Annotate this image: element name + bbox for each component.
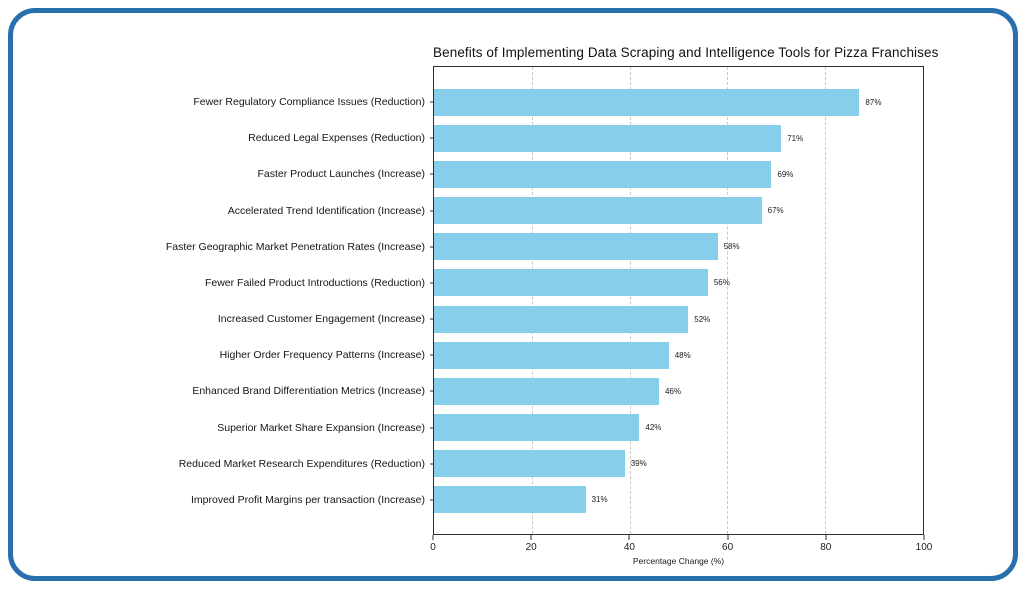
gridline bbox=[531, 67, 533, 534]
gridline bbox=[825, 67, 827, 534]
y-tick-mark bbox=[430, 210, 434, 212]
chart-title: Benefits of Implementing Data Scraping a… bbox=[433, 45, 939, 60]
value-label: 42% bbox=[645, 423, 662, 433]
bar-row: Fewer Regulatory Compliance Issues (Redu… bbox=[193, 84, 923, 120]
category-label: Faster Geographic Market Penetration Rat… bbox=[165, 240, 425, 253]
value-label: 69% bbox=[777, 169, 794, 179]
y-tick-mark bbox=[430, 354, 434, 356]
bar bbox=[434, 269, 708, 297]
y-tick-mark bbox=[430, 282, 434, 284]
card-border: Benefits of Implementing Data Scraping a… bbox=[8, 8, 1018, 581]
bar-row: Enhanced Brand Differentiation Metrics (… bbox=[192, 373, 923, 409]
bar-row: Superior Market Share Expansion (Increas… bbox=[217, 410, 923, 446]
category-label: Fewer Regulatory Compliance Issues (Redu… bbox=[193, 96, 425, 109]
x-tick-label: 60 bbox=[722, 542, 734, 553]
bar bbox=[434, 414, 640, 442]
category-label: Accelerated Trend Identification (Increa… bbox=[227, 204, 425, 217]
x-tick-mark bbox=[727, 535, 729, 540]
gridline bbox=[727, 67, 729, 534]
x-tick-mark bbox=[825, 535, 827, 540]
value-label: 56% bbox=[713, 278, 730, 288]
category-label: Enhanced Brand Differentiation Metrics (… bbox=[192, 385, 425, 398]
value-label: 48% bbox=[674, 350, 691, 360]
y-tick-mark bbox=[430, 101, 434, 103]
x-tick-mark bbox=[432, 535, 434, 540]
x-tick-label: 40 bbox=[623, 542, 635, 553]
y-tick-mark bbox=[430, 246, 434, 248]
x-tick-label: 100 bbox=[915, 542, 933, 553]
bar bbox=[434, 233, 718, 261]
y-tick-mark bbox=[430, 463, 434, 465]
value-label: 71% bbox=[787, 133, 804, 143]
value-label: 67% bbox=[767, 206, 784, 216]
x-tick-label: 80 bbox=[820, 542, 832, 553]
y-tick-mark bbox=[430, 427, 434, 429]
value-label: 46% bbox=[664, 386, 681, 396]
bar bbox=[434, 160, 772, 188]
bar bbox=[434, 88, 860, 116]
y-tick-mark bbox=[430, 173, 434, 175]
bar-row: Faster Geographic Market Penetration Rat… bbox=[166, 229, 923, 265]
bar-row: Increased Customer Engagement (Increase)… bbox=[218, 301, 923, 337]
gridlines bbox=[434, 67, 923, 534]
bar-row: Fewer Failed Product Introductions (Redu… bbox=[205, 265, 923, 301]
y-tick-mark bbox=[430, 499, 434, 501]
x-axis-label: Percentage Change (%) bbox=[632, 556, 725, 566]
gridline bbox=[629, 67, 631, 534]
bar-row: Reduced Legal Expenses (Reduction) 71% bbox=[248, 120, 923, 156]
bar bbox=[434, 124, 782, 152]
bar bbox=[434, 341, 669, 369]
category-label: Faster Product Launches (Increase) bbox=[257, 168, 426, 181]
x-axis: 0 20 40 60 80 100 bbox=[430, 535, 932, 561]
bar-row: Higher Order Frequency Patterns (Increas… bbox=[220, 337, 923, 373]
category-label: Improved Profit Margins per transaction … bbox=[190, 493, 425, 506]
value-label: 58% bbox=[723, 242, 740, 252]
category-label: Increased Customer Engagement (Increase) bbox=[217, 313, 425, 326]
x-tick-mark bbox=[923, 535, 925, 540]
x-tick-label: 20 bbox=[525, 542, 537, 553]
x-tick-label: 0 bbox=[430, 542, 436, 553]
y-tick-mark bbox=[430, 318, 434, 320]
bar bbox=[434, 486, 586, 514]
category-label: Superior Market Share Expansion (Increas… bbox=[217, 421, 425, 434]
bar bbox=[434, 450, 625, 478]
bar bbox=[434, 197, 762, 225]
plot-area: Fewer Regulatory Compliance Issues (Redu… bbox=[166, 66, 924, 535]
bar-row: Reduced Market Research Expenditures (Re… bbox=[179, 446, 923, 482]
bar-row: Faster Product Launches (Increase) 69% bbox=[258, 156, 923, 192]
bar-row: Improved Profit Margins per transaction … bbox=[191, 482, 923, 518]
category-label: Fewer Failed Product Introductions (Redu… bbox=[204, 276, 425, 289]
value-label: 87% bbox=[865, 97, 882, 107]
value-label: 52% bbox=[694, 314, 711, 324]
category-label: Reduced Legal Expenses (Reduction) bbox=[248, 132, 425, 145]
bar-row: Accelerated Trend Identification (Increa… bbox=[228, 193, 923, 229]
value-label: 39% bbox=[630, 459, 647, 469]
value-label: 31% bbox=[591, 495, 608, 505]
bar bbox=[434, 377, 659, 405]
x-tick-mark bbox=[628, 535, 630, 540]
category-label: Higher Order Frequency Patterns (Increas… bbox=[219, 349, 425, 362]
y-tick-mark bbox=[430, 390, 434, 392]
bar bbox=[434, 305, 689, 333]
category-label: Reduced Market Research Expenditures (Re… bbox=[178, 457, 425, 470]
y-tick-mark bbox=[430, 137, 434, 139]
x-tick-mark bbox=[530, 535, 532, 540]
bar-rows: Fewer Regulatory Compliance Issues (Redu… bbox=[166, 67, 923, 534]
